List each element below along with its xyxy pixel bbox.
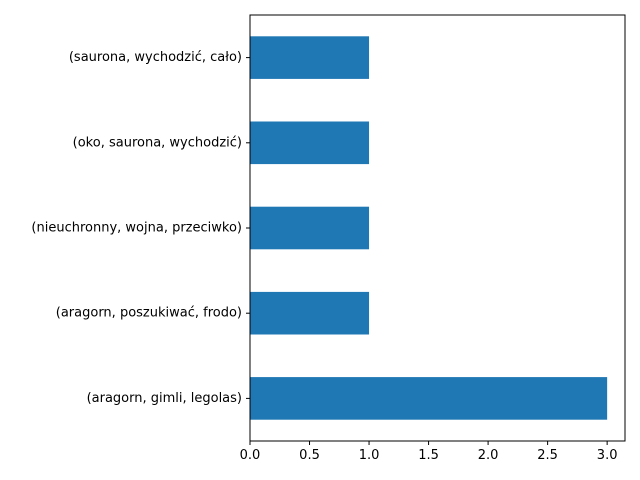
x-tick-label: 2.5 (537, 448, 558, 463)
bar-2 (250, 206, 370, 250)
x-tick-label: 1.5 (418, 448, 439, 463)
x-tick-label: 2.0 (478, 448, 499, 463)
y-axis: (aragorn, gimli, legolas) (aragorn, poszu… (31, 50, 250, 406)
x-axis: 0.0 0.5 1.0 1.5 2.0 2.5 3.0 (240, 441, 618, 463)
x-tick-label: 1.0 (359, 448, 380, 463)
x-tick-label: 3.0 (597, 448, 618, 463)
y-tick-label: (saurona, wychodzić, cało) (69, 50, 242, 65)
bars-group (250, 36, 608, 420)
y-tick-label: (aragorn, gimli, legolas) (87, 391, 242, 406)
bar-0 (250, 377, 608, 420)
bar-1 (250, 291, 370, 335)
y-tick-label: (aragorn, poszukiwać, frodo) (56, 306, 242, 321)
y-tick-label: (oko, saurona, wychodzić) (73, 135, 242, 150)
y-tick-label: (nieuchronny, wojna, przeciwko) (31, 221, 242, 236)
bar-4 (250, 36, 370, 79)
bar-3 (250, 121, 370, 165)
x-tick-label: 0.5 (299, 448, 320, 463)
x-tick-label: 0.0 (240, 448, 261, 463)
